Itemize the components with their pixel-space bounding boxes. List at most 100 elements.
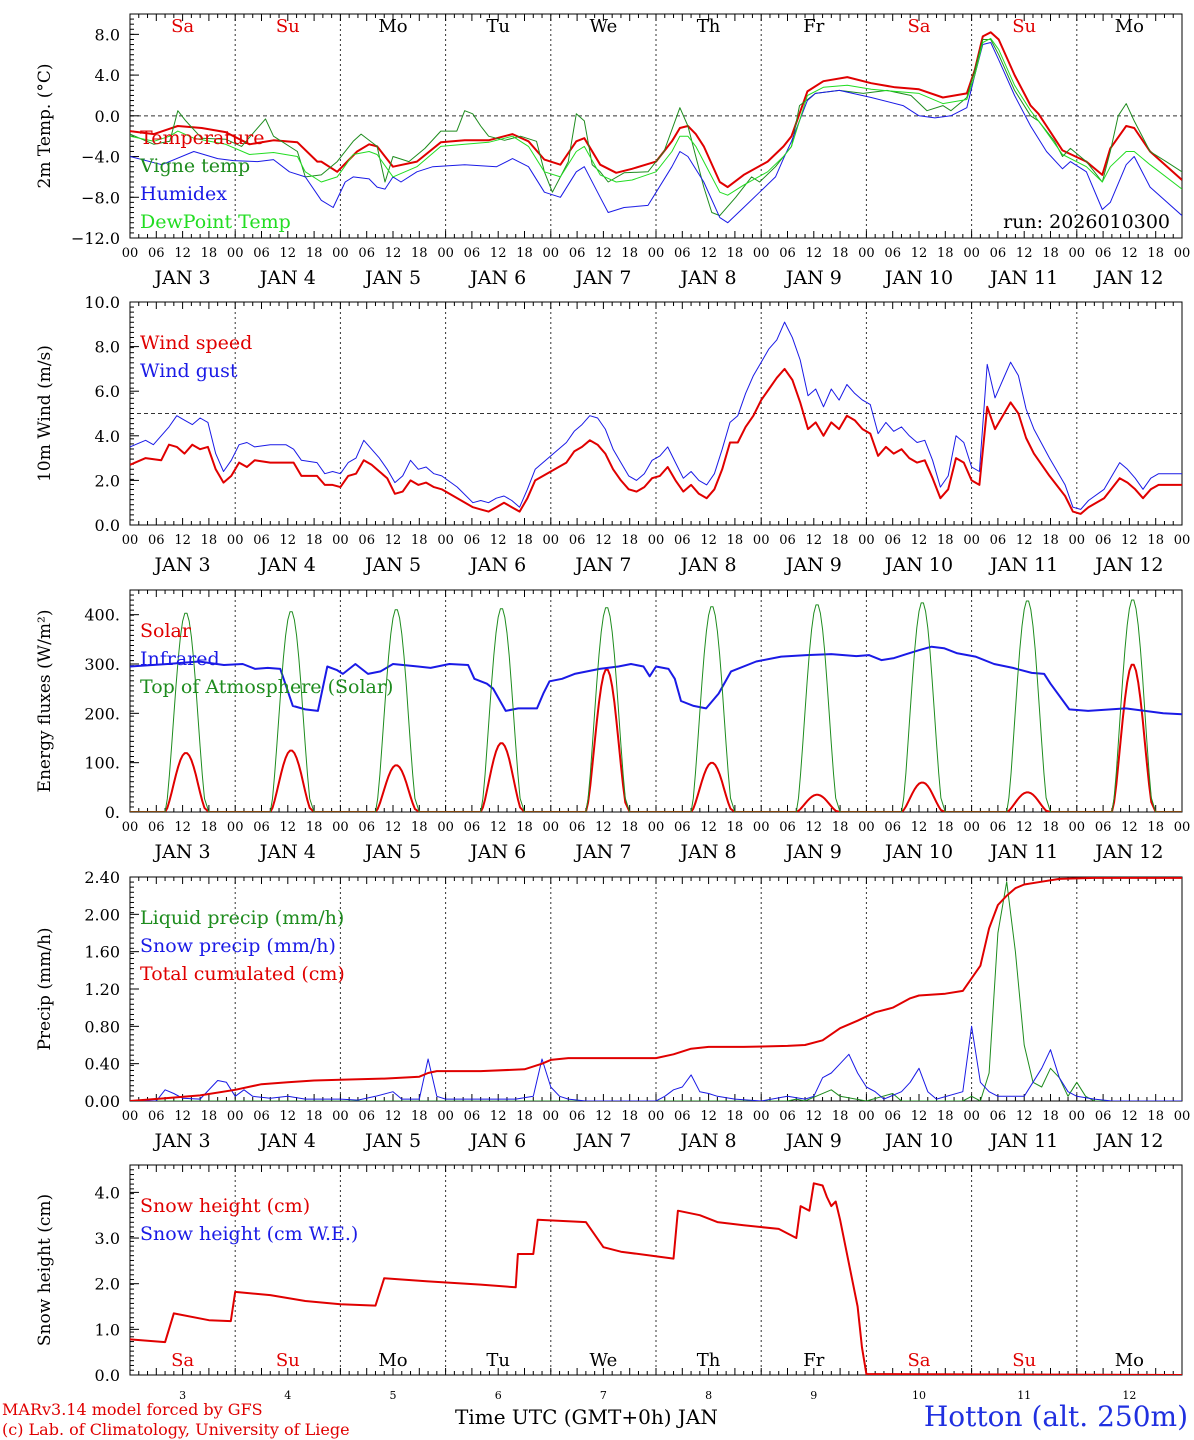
date-label: JAN 4 — [258, 267, 316, 289]
y-tick-label: 2.40 — [84, 868, 120, 887]
hour-label: 06 — [779, 1109, 796, 1124]
date-label: JAN 10 — [883, 554, 953, 576]
hour-label: 00 — [543, 533, 560, 548]
hour-label: 06 — [674, 533, 691, 548]
hour-label: 12 — [1016, 820, 1033, 835]
y-tick-label: −4.0 — [81, 148, 120, 167]
hour-label: 12 — [280, 820, 297, 835]
hour-label: 00 — [1069, 1109, 1086, 1124]
hour-label: 06 — [464, 533, 481, 548]
hour-label: 00 — [122, 1109, 139, 1124]
hour-label: 12 — [385, 246, 402, 261]
hour-label: 06 — [569, 246, 586, 261]
hour-label: 12 — [1016, 533, 1033, 548]
legend-entry: Snow height (cm W.E.) — [140, 1223, 358, 1245]
hour-label: 18 — [1147, 1109, 1164, 1124]
y-tick-label: 1.0 — [95, 1320, 120, 1339]
date-label: JAN 6 — [468, 554, 526, 576]
y-axis-title: Snow height (cm) — [35, 1194, 55, 1346]
hour-label: 12 — [911, 246, 928, 261]
station-title: Hotton (alt. 250m) — [923, 1400, 1188, 1433]
hour-label: 00 — [753, 820, 770, 835]
y-tick-label: 10.0 — [84, 293, 120, 312]
hour-label: 00 — [1174, 246, 1191, 261]
hour-label: 06 — [990, 1109, 1007, 1124]
date-label: JAN 5 — [363, 267, 421, 289]
hour-label: 12 — [806, 820, 823, 835]
date-label: JAN 7 — [573, 267, 631, 289]
hour-label: 06 — [148, 820, 165, 835]
hour-label: 06 — [569, 820, 586, 835]
hour-label: 00 — [543, 1109, 560, 1124]
hour-label: 12 — [700, 246, 717, 261]
hour-label: 12 — [1121, 533, 1138, 548]
legend-entry: Liquid precip (mm/h) — [140, 907, 344, 929]
hour-label: 00 — [332, 533, 349, 548]
hour-label: 06 — [358, 246, 375, 261]
weekday-label: Sa — [171, 16, 194, 37]
series-line-liquid-precip-mm-h — [130, 881, 1182, 1101]
date-label: JAN 9 — [784, 1130, 842, 1152]
date-label: JAN 7 — [573, 554, 631, 576]
hour-label: 00 — [543, 246, 560, 261]
hour-label: 06 — [674, 1109, 691, 1124]
hour-label: 18 — [727, 246, 744, 261]
hour-label: 06 — [253, 1109, 270, 1124]
series-line-solar — [130, 663, 1182, 812]
hour-label: 18 — [516, 246, 533, 261]
y-tick-label: 400. — [84, 606, 120, 625]
hour-label: 00 — [122, 820, 139, 835]
hour-label: 06 — [884, 1109, 901, 1124]
hour-label: 12 — [174, 820, 191, 835]
date-label: JAN 11 — [988, 267, 1058, 289]
panel-5: 0.0 1.0 2.0 3.0 4.0 Snow height (cm) Sa Su Mo Tu W… — [35, 1164, 1183, 1402]
hour-label: 18 — [1147, 533, 1164, 548]
hour-label: 18 — [1042, 1109, 1059, 1124]
y-tick-label: 0.80 — [84, 1017, 120, 1036]
date-label: JAN 11 — [988, 841, 1058, 863]
hour-label: 18 — [832, 820, 849, 835]
hour-label: 06 — [990, 820, 1007, 835]
hour-label: 18 — [937, 1109, 954, 1124]
hour-label: 06 — [1095, 533, 1112, 548]
hour-label: 06 — [674, 820, 691, 835]
hour-label: 12 — [595, 533, 612, 548]
hour-label: 00 — [227, 820, 244, 835]
y-tick-label: 4.0 — [95, 66, 120, 85]
hour-label: 00 — [122, 246, 139, 261]
y-axis-title: 10m Wind (m/s) — [35, 345, 55, 482]
date-label: JAN 3 — [153, 1130, 211, 1152]
hour-label: 06 — [358, 820, 375, 835]
weekday-label: Mo — [378, 16, 407, 37]
hour-label: 12 — [1016, 1109, 1033, 1124]
y-tick-label: 300. — [84, 655, 120, 674]
series-line-total-cumulated-cm — [130, 877, 1182, 1101]
y-tick-label: 2.00 — [84, 905, 120, 924]
hour-label: 06 — [1095, 820, 1112, 835]
date-label: JAN 5 — [363, 841, 421, 863]
hour-label: 12 — [806, 1109, 823, 1124]
hour-label: 00 — [963, 1109, 980, 1124]
legend-entry: Solar — [140, 620, 192, 642]
date-label: JAN 9 — [784, 267, 842, 289]
weekday-label: Fr — [803, 16, 824, 37]
date-label: JAN 4 — [258, 841, 316, 863]
hour-label: 00 — [858, 246, 875, 261]
hour-label: 18 — [937, 820, 954, 835]
hour-label: 06 — [464, 820, 481, 835]
weekday-label: Su — [1012, 16, 1036, 37]
legend-entry: Infrared — [140, 648, 220, 670]
date-label: JAN 10 — [883, 841, 953, 863]
hour-label: 06 — [884, 246, 901, 261]
y-axis-title: 2m Temp. (°C) — [35, 63, 55, 188]
hour-label: 06 — [148, 533, 165, 548]
weekday-label: Mo — [378, 1350, 407, 1371]
date-label: JAN 10 — [883, 1130, 953, 1152]
hour-label: 06 — [1095, 246, 1112, 261]
y-tick-label: 1.20 — [84, 980, 120, 999]
legend-entry: Temperature — [140, 127, 264, 149]
hour-label: 00 — [437, 820, 454, 835]
hour-label: 12 — [911, 820, 928, 835]
day-number-label: 7 — [600, 1389, 607, 1402]
legend-entry: Wind gust — [140, 360, 238, 382]
